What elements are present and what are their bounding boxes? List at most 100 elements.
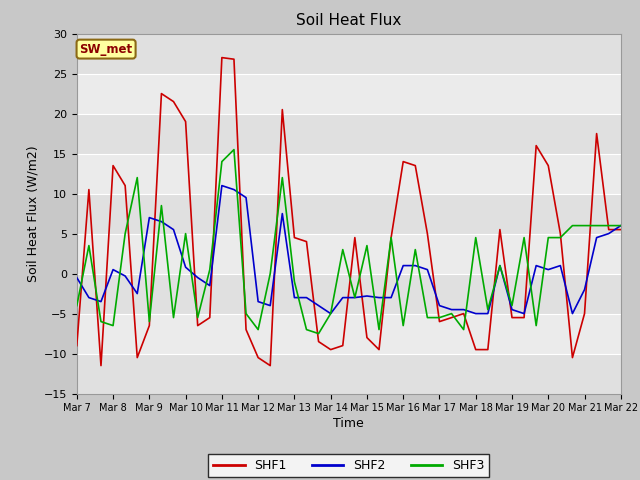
SHF1 [122, 183, 129, 189]
SHF3 [532, 323, 540, 328]
SHF2 [339, 295, 347, 300]
Text: SW_met: SW_met [79, 43, 132, 56]
SHF3 [557, 235, 564, 240]
Bar [77, 34, 621, 73]
SHF2 [97, 299, 105, 304]
SHF1 [412, 163, 419, 168]
Bar [77, 154, 621, 193]
SHF2 [73, 275, 81, 280]
SHF1 [266, 363, 274, 369]
Line: SHF2: SHF2 [77, 186, 621, 313]
SHF3 [593, 223, 600, 228]
SHF3 [484, 307, 492, 312]
SHF1 [327, 347, 335, 352]
SHF1 [532, 143, 540, 148]
SHF2 [122, 273, 129, 279]
SHF1 [496, 227, 504, 232]
SHF1 [218, 55, 226, 60]
SHF3 [460, 327, 467, 333]
X-axis label: Time: Time [333, 418, 364, 431]
SHF2 [266, 303, 274, 309]
SHF3 [424, 315, 431, 321]
SHF3 [508, 303, 516, 309]
SHF2 [532, 263, 540, 268]
SHF3 [206, 267, 214, 273]
Bar [77, 274, 621, 313]
SHF2 [157, 219, 165, 225]
Bar [77, 234, 621, 274]
SHF1 [436, 319, 444, 324]
SHF2 [399, 263, 407, 268]
SHF1 [472, 347, 479, 352]
SHF3 [97, 319, 105, 324]
SHF3 [605, 223, 612, 228]
SHF1 [568, 355, 576, 360]
SHF1 [508, 315, 516, 321]
SHF2 [375, 295, 383, 300]
SHF3 [218, 159, 226, 165]
SHF1 [545, 163, 552, 168]
SHF2 [303, 295, 310, 300]
SHF3 [242, 311, 250, 316]
SHF2 [242, 195, 250, 201]
SHF1 [73, 343, 81, 348]
SHF3 [278, 175, 286, 180]
SHF2 [520, 311, 528, 316]
SHF3 [194, 315, 202, 321]
SHF1 [109, 163, 117, 168]
SHF1 [557, 231, 564, 237]
SHF3 [351, 295, 358, 300]
SHF3 [568, 223, 576, 228]
SHF3 [339, 247, 347, 252]
SHF3 [520, 235, 528, 240]
Bar [77, 73, 621, 114]
SHF3 [387, 235, 395, 240]
SHF1 [484, 347, 492, 352]
SHF2 [291, 295, 298, 300]
SHF3 [85, 243, 93, 249]
SHF3 [182, 231, 189, 237]
SHF3 [157, 203, 165, 208]
SHF3 [230, 147, 238, 153]
SHF1 [363, 335, 371, 340]
SHF2 [145, 215, 153, 220]
SHF3 [291, 279, 298, 285]
SHF3 [580, 223, 588, 228]
Line: SHF1: SHF1 [77, 58, 621, 366]
SHF2 [508, 307, 516, 312]
SHF1 [424, 231, 431, 237]
SHF2 [254, 299, 262, 304]
SHF2 [436, 303, 444, 309]
SHF3 [122, 231, 129, 237]
SHF3 [545, 235, 552, 240]
SHF2 [472, 311, 479, 316]
SHF2 [206, 283, 214, 288]
SHF2 [218, 183, 226, 189]
Bar [77, 313, 621, 354]
SHF3 [315, 331, 323, 336]
SHF2 [460, 307, 467, 312]
SHF3 [472, 235, 479, 240]
SHF1 [375, 347, 383, 352]
SHF3 [327, 311, 335, 316]
SHF1 [303, 239, 310, 244]
SHF1 [157, 91, 165, 96]
SHF3 [617, 223, 625, 228]
SHF3 [448, 311, 456, 316]
SHF1 [254, 355, 262, 360]
SHF1 [194, 323, 202, 328]
SHF3 [375, 327, 383, 333]
SHF2 [278, 211, 286, 216]
SHF2 [351, 295, 358, 300]
SHF1 [182, 119, 189, 124]
SHF2 [170, 227, 177, 232]
SHF1 [145, 323, 153, 328]
SHF3 [109, 323, 117, 328]
SHF2 [387, 295, 395, 300]
SHF1 [242, 327, 250, 333]
SHF1 [617, 227, 625, 232]
SHF1 [97, 363, 105, 369]
Line: SHF3: SHF3 [77, 150, 621, 334]
SHF2 [605, 231, 612, 237]
SHF2 [85, 295, 93, 300]
